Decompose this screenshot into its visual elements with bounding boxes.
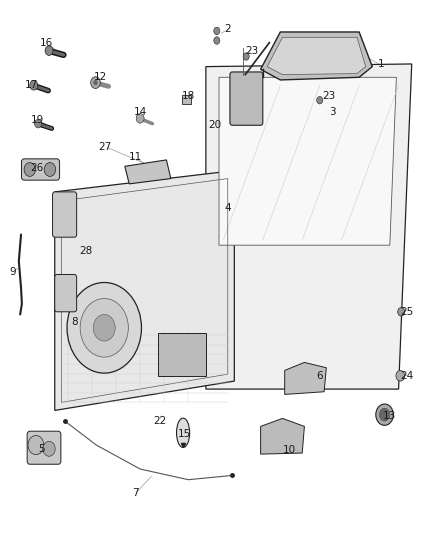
Text: 17: 17 — [25, 80, 38, 90]
Bar — [182, 95, 191, 104]
FancyBboxPatch shape — [55, 274, 77, 312]
Circle shape — [243, 53, 249, 60]
Text: 14: 14 — [134, 107, 147, 117]
Circle shape — [43, 441, 55, 456]
Text: 1: 1 — [378, 59, 385, 69]
Text: 8: 8 — [71, 318, 78, 327]
Circle shape — [80, 298, 128, 357]
Polygon shape — [261, 32, 372, 80]
Circle shape — [30, 80, 38, 90]
Text: 11: 11 — [129, 152, 142, 162]
FancyBboxPatch shape — [53, 192, 77, 237]
Text: 25: 25 — [401, 307, 414, 317]
Text: 19: 19 — [31, 115, 44, 125]
Polygon shape — [261, 418, 304, 454]
Circle shape — [93, 80, 98, 85]
Text: 15: 15 — [177, 430, 191, 439]
Circle shape — [44, 163, 56, 176]
Text: 23: 23 — [322, 91, 335, 101]
Circle shape — [28, 435, 44, 455]
Text: 28: 28 — [79, 246, 92, 255]
Circle shape — [396, 370, 405, 381]
Circle shape — [91, 77, 100, 88]
Text: 20: 20 — [208, 120, 221, 130]
Text: 18: 18 — [182, 91, 195, 101]
Circle shape — [93, 314, 115, 341]
Circle shape — [379, 408, 390, 421]
Polygon shape — [55, 171, 234, 410]
Circle shape — [398, 308, 405, 316]
Circle shape — [45, 46, 53, 55]
Text: 2: 2 — [224, 25, 231, 34]
FancyBboxPatch shape — [230, 72, 263, 125]
Polygon shape — [219, 77, 396, 245]
Text: 7: 7 — [132, 488, 139, 498]
Ellipse shape — [177, 418, 190, 448]
Circle shape — [136, 114, 144, 123]
Text: 6: 6 — [316, 371, 323, 381]
Polygon shape — [206, 64, 412, 389]
Circle shape — [24, 163, 35, 176]
Text: 27: 27 — [99, 142, 112, 151]
Polygon shape — [285, 362, 326, 394]
Circle shape — [214, 37, 220, 44]
Text: 9: 9 — [9, 267, 16, 277]
Circle shape — [214, 27, 220, 35]
Text: 16: 16 — [40, 38, 53, 47]
Text: 22: 22 — [153, 416, 166, 426]
Circle shape — [35, 119, 42, 128]
Text: 5: 5 — [38, 444, 45, 454]
Bar — [158, 333, 206, 376]
Circle shape — [317, 96, 323, 104]
Circle shape — [376, 404, 393, 425]
Text: 3: 3 — [329, 107, 336, 117]
Text: 13: 13 — [383, 411, 396, 421]
FancyBboxPatch shape — [27, 431, 61, 464]
FancyBboxPatch shape — [21, 159, 60, 180]
Text: 24: 24 — [401, 371, 414, 381]
Text: 23: 23 — [245, 46, 258, 55]
Circle shape — [67, 282, 141, 373]
Text: 10: 10 — [283, 446, 296, 455]
Text: 4: 4 — [224, 203, 231, 213]
Text: 26: 26 — [31, 163, 44, 173]
Text: 12: 12 — [94, 72, 107, 82]
Polygon shape — [125, 160, 171, 184]
Polygon shape — [267, 37, 366, 75]
